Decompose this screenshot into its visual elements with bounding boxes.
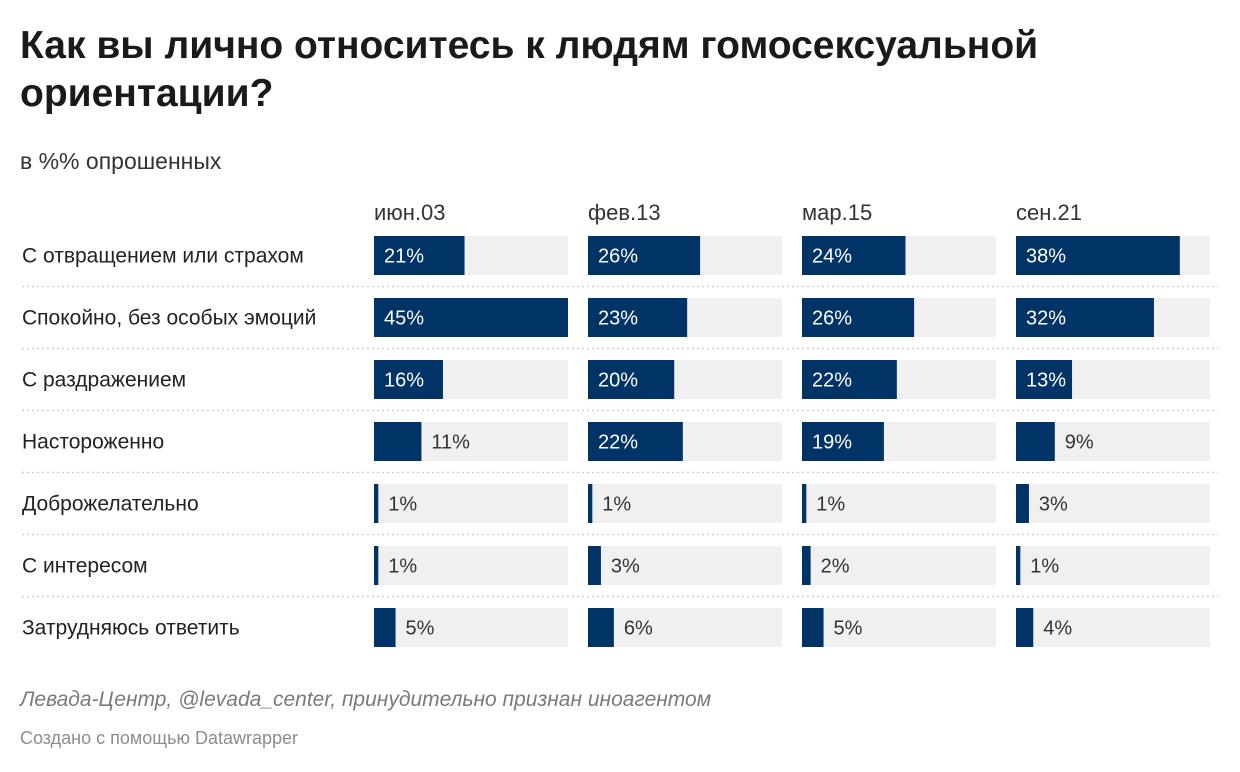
bar-track [1016,546,1210,585]
column-header: мар.15 [802,200,872,225]
data-label: 22% [812,370,852,392]
bar [588,360,675,399]
bar [1016,298,1154,337]
data-label: 20% [598,370,638,392]
data-label: 11% [431,432,470,454]
bar [1016,236,1180,275]
bar [802,608,824,647]
chart-subtitle: в %% опрошенных [20,148,222,174]
data-label: 1% [1030,556,1059,578]
bar-track [588,608,782,647]
bar [1016,484,1029,523]
bar [802,546,811,585]
data-label: 6% [624,618,653,640]
bar-track [588,546,782,585]
bar-track [1016,484,1210,523]
column-header: сен.21 [1016,200,1082,225]
data-label: 22% [598,432,638,454]
bar [588,484,593,523]
bar [802,484,807,523]
bar [588,546,601,585]
row-label: Спокойно, без особых эмоций [22,307,316,330]
data-label: 32% [1026,308,1066,330]
row-label: С отвращением или страхом [22,245,304,268]
bar [374,484,379,523]
data-label: 5% [834,618,863,640]
source-note: Левада-Центр, @levada_center, принудител… [20,688,712,711]
bar-track [1016,608,1210,647]
bar [588,298,688,337]
bar [588,236,701,275]
bar [374,360,443,399]
data-label: 1% [602,494,631,516]
bar [374,546,379,585]
bar [1016,360,1073,399]
data-label: 21% [384,246,424,268]
bar-track [374,484,568,523]
data-label: 1% [388,556,417,578]
bar [374,608,396,647]
bar [802,422,884,461]
column-header: фев.13 [588,200,661,225]
row-label: С интересом [22,555,148,578]
data-label: 13% [1026,370,1066,392]
bar [802,298,915,337]
datawrapper-credit[interactable]: Создано с помощью Datawrapper [20,728,299,748]
bar [588,608,614,647]
data-label: 4% [1043,618,1072,640]
bar-track [802,484,996,523]
bar-track [802,608,996,647]
bar-track [374,546,568,585]
data-label: 26% [598,246,638,268]
data-label: 3% [1039,494,1068,516]
data-label: 45% [384,308,424,330]
row-label: Затрудняюсь ответить [22,617,240,640]
bar [1016,422,1055,461]
chart-title: Как вы лично относитесь к людям гомосекс… [20,24,1039,115]
bar [374,422,422,461]
column-header: июн.03 [374,200,446,225]
bar [1016,608,1034,647]
bar [374,298,568,337]
row-label: С раздражением [22,369,186,392]
bar-chart-grid: июн.03 фев.13 мар.15 сен.21 С отвращением ил… [22,200,1218,647]
data-label: 9% [1065,432,1094,454]
bar [1016,546,1021,585]
data-label: 3% [611,556,640,578]
data-label: 19% [812,432,852,454]
data-label: 16% [384,370,424,392]
data-label: 24% [812,246,852,268]
bar [374,236,465,275]
data-label: 1% [816,494,845,516]
bar-track [802,546,996,585]
bar-track [588,484,782,523]
bar [802,360,897,399]
data-label: 2% [821,556,850,578]
bar [802,236,906,275]
row-label: Доброжелательно [22,493,199,516]
data-label: 1% [388,494,417,516]
bar-track [374,608,568,647]
data-label: 26% [812,308,852,330]
data-label: 5% [406,618,435,640]
bar [588,422,683,461]
data-label: 38% [1026,246,1066,268]
data-label: 23% [598,308,638,330]
row-label: Настороженно [22,431,164,454]
